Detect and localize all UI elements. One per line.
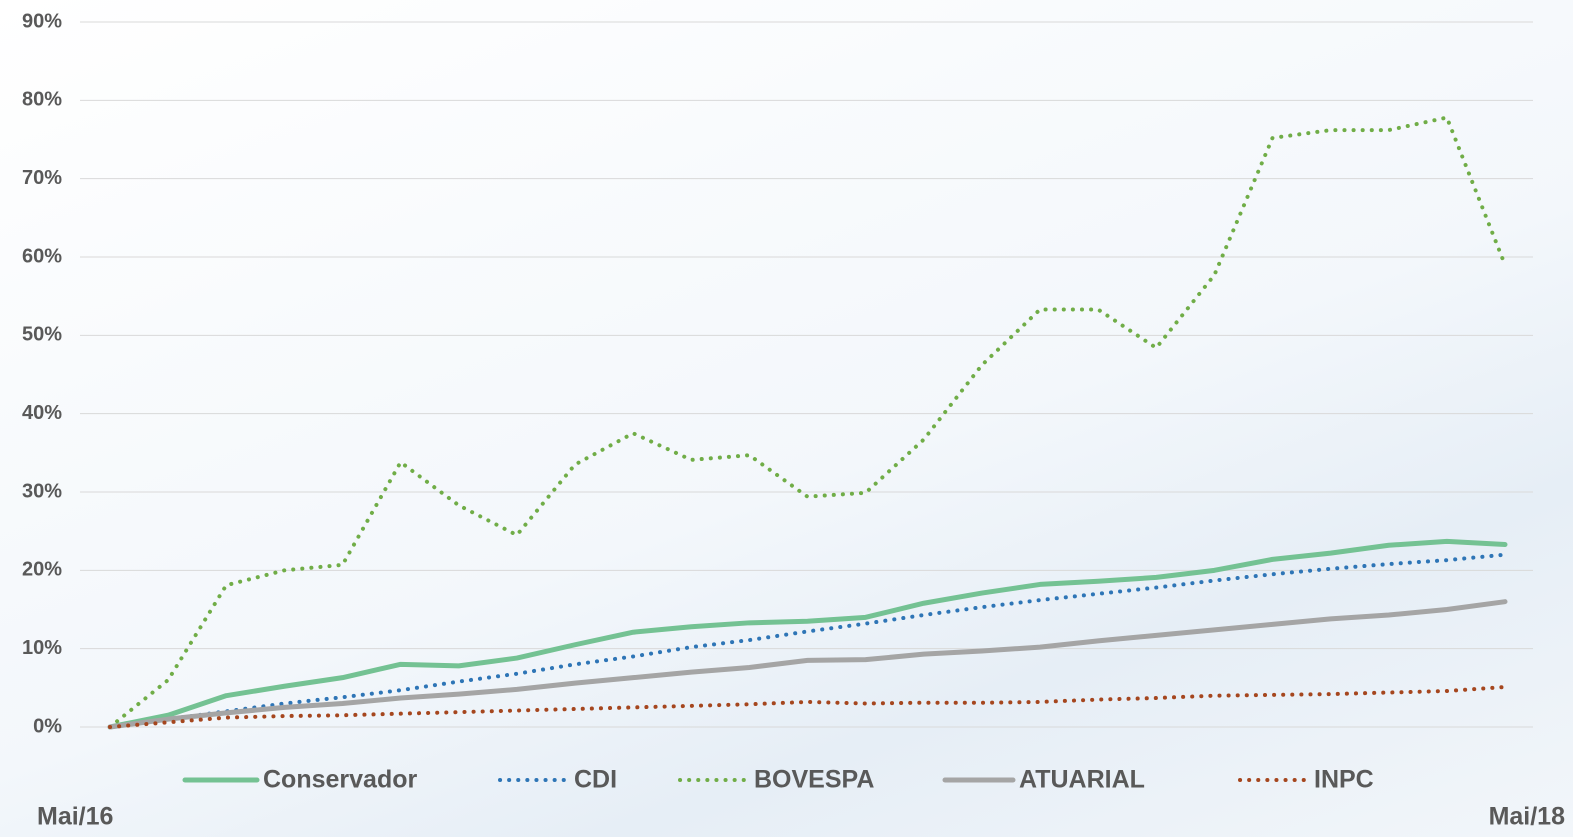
series-line: [107, 538, 1508, 730]
y-tick-label: 80%: [22, 89, 62, 111]
y-tick-label: 90%: [22, 10, 62, 32]
legend-label: Conservador: [263, 766, 417, 794]
x-tick-label: Mai/16: [37, 803, 113, 831]
y-tick-label: 0%: [33, 715, 62, 737]
y-tick-label: 40%: [22, 402, 62, 424]
y-tick-label: 10%: [22, 637, 62, 659]
legend-label: ATUARIAL: [1019, 766, 1145, 794]
y-tick-label: 30%: [22, 480, 62, 502]
y-tick-label: 60%: [22, 245, 62, 267]
series-line: [107, 599, 1508, 730]
series-line: [108, 115, 1507, 729]
x-tick-label: Mai/18: [1489, 803, 1566, 831]
legend-label: BOVESPA: [754, 766, 874, 794]
series-line: [108, 685, 1507, 729]
y-tick-label: 20%: [22, 559, 62, 581]
series-line: [108, 552, 1507, 729]
y-tick-label: 70%: [22, 167, 62, 189]
y-tick-label: 50%: [22, 324, 62, 346]
legend-label: INPC: [1314, 766, 1374, 794]
legend-label: CDI: [574, 766, 617, 794]
